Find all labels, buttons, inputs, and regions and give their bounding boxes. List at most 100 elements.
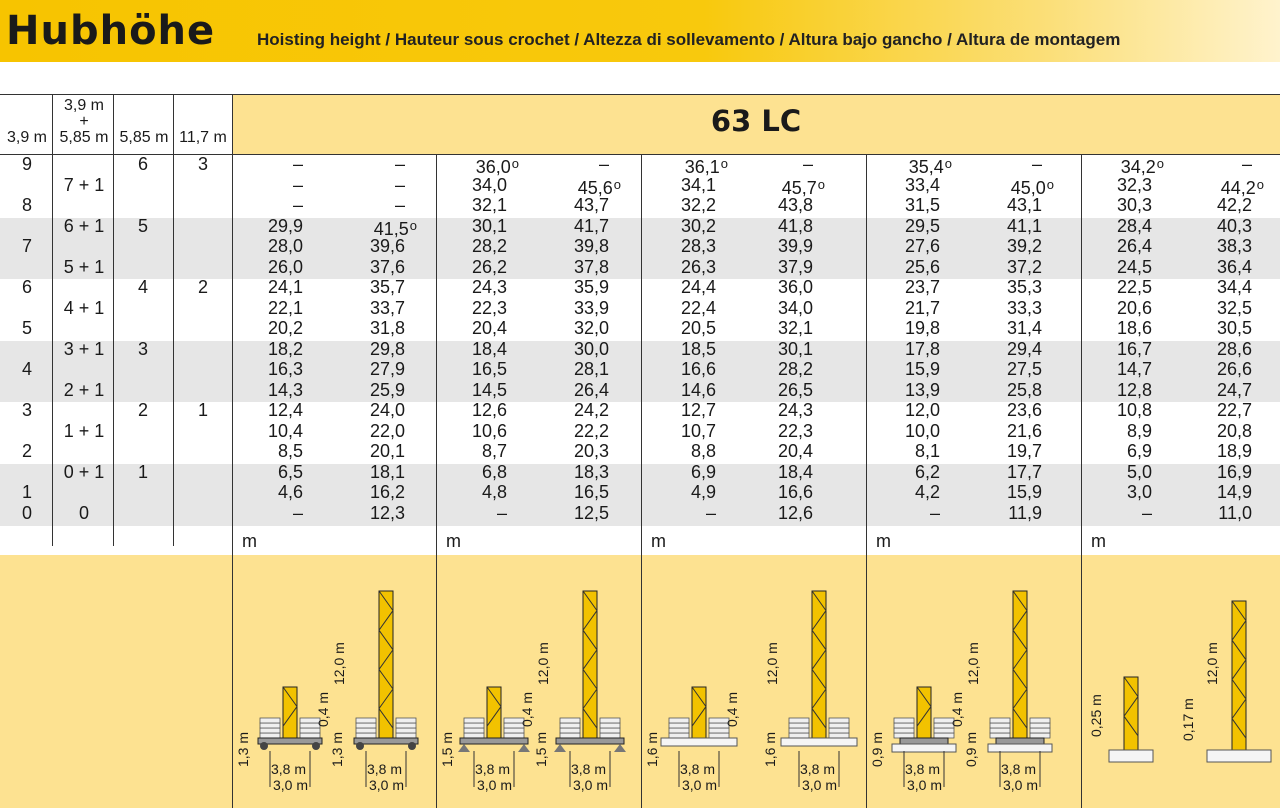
height-value-a: – [292,195,303,215]
ballast-block [1029,717,1051,724]
height-value-b: 36,0 [777,277,813,297]
height-value-a: 34,1 [680,174,716,195]
ballast-block [828,717,850,724]
degree-mark: o [1046,176,1054,192]
height-value-b: 11,9 [1008,502,1042,523]
mast-header-2-top: 3,9 m [63,97,104,114]
height-value-b: 18,1 [369,461,405,482]
height-value-a: 4,2 [914,482,940,502]
ballast-block [989,717,1011,724]
chassis-wheel [408,742,416,750]
height-value-b: 16,9 [1216,461,1252,482]
mast-column-divider [173,94,174,546]
height-value-a: 10,0 [904,420,940,441]
ballast-block [395,727,417,734]
height-value-b: 20,1 [369,441,405,461]
height-value-b: 12,5 [573,502,609,523]
mast-lattice [282,686,298,727]
height-value-b: 41,7 [573,215,609,236]
height-value-a: 12,4 [267,400,303,420]
height-value-a: 22,1 [267,297,303,318]
height-value-b: 32,5 [1216,297,1252,318]
mast-lattice [1231,600,1247,739]
height-value-a: 28,0 [267,236,303,256]
degree-mark: o [409,217,417,233]
height-value-a: 32,2 [680,195,716,215]
mast-header-2-bottom: 5,85 m [59,129,109,146]
chassis-wheel [260,742,268,750]
crane-diagram: 0,25 m 0,17 m 12,0 m [1088,600,1272,763]
width-inner-dimension: 3,0 m [802,777,837,793]
degree-mark: o [817,176,825,192]
height-value-b: 29,8 [369,338,405,359]
group-divider [866,154,867,808]
ballast-block [668,727,690,734]
chassis-wheel [312,742,320,750]
height-value-a: 32,1 [471,195,507,215]
height-dimension: 0,9 m [963,732,979,767]
outrigger-base [459,737,529,745]
ballast-block [559,717,581,724]
outrigger-foot [614,744,626,752]
table-top-border [0,94,1280,95]
mast-count-2: 0 + 1 [63,461,105,482]
height-value-b: 38,3 [1216,236,1252,256]
height-value-a: 18,4 [471,338,507,359]
mast-lattice [1012,590,1028,729]
anchor-height-dimension: 0,17 m [1180,698,1196,741]
height-value-a: 8,9 [1126,420,1152,441]
row-band [0,279,1280,341]
height-value-a: 30,3 [1116,195,1152,215]
width-inner-dimension: 3,0 m [682,777,717,793]
concrete-slab [780,737,858,747]
height-value-a: 28,4 [1116,215,1152,236]
mast-header-3: 5,85 m [119,129,169,146]
page-subtitle: Hoisting height / Hauteur sous crochet /… [257,30,1121,49]
height-value-a: 12,7 [680,400,716,420]
ballast-block [828,727,850,734]
mast-count-1: 2 [21,441,32,461]
height-value-b: 42,2 [1216,195,1252,215]
width-inner-dimension: 3,0 m [477,777,512,793]
ballast-block [668,732,690,739]
ballast-block [463,722,485,729]
height-value-a: 8,8 [690,441,716,461]
height-value-b: 12,6 [777,502,813,523]
height-value-a: 36,1o [684,156,728,177]
mast-count-2: 0 [78,502,89,523]
height-value-a: 24,3 [471,277,507,297]
mast-count-2: 5 + 1 [63,256,105,277]
height-value-b: 40,3 [1216,215,1252,236]
height-value-a: 20,5 [680,318,716,338]
mast-count-1: 4 [21,359,32,379]
degree-mark: o [511,156,519,171]
height-value-a: 30,2 [680,215,716,236]
height-value-a: 28,2 [471,236,507,256]
mast-column-divider [52,94,53,546]
height-value-b: – [394,154,405,174]
ballast-block [355,717,377,724]
model-band [232,94,1280,154]
ballast-dimension: 0,4 m [315,692,331,727]
height-value-b: 43,7 [573,195,609,215]
height-value-b: 16,5 [573,482,609,502]
degree-mark: o [1156,156,1164,171]
height-value-a: 35,4o [908,156,952,177]
mast-count-4: 2 [197,277,208,297]
mast-count-2: 2 + 1 [63,379,105,400]
height-value-b: 33,3 [1006,297,1042,318]
width-outer-dimension: 3,8 m [271,761,306,777]
height-value-a: 18,5 [680,338,716,359]
height-value-b: 24,2 [573,400,609,420]
height-value-b: 37,9 [777,256,813,277]
height-value-b: – [1031,154,1042,174]
height-value-b: 18,9 [1216,441,1252,461]
height-value-b: 31,4 [1006,318,1042,338]
title-banner: Hubhöhe Hoisting height / Hauteur sous c… [0,0,1280,62]
outrigger-foot [554,744,566,752]
ballast-block [259,727,281,734]
mast-count-3: 6 [137,154,148,174]
ballast-block [828,722,850,729]
height-value-b: 39,8 [573,236,609,256]
height-value-b: 32,1 [777,318,813,338]
